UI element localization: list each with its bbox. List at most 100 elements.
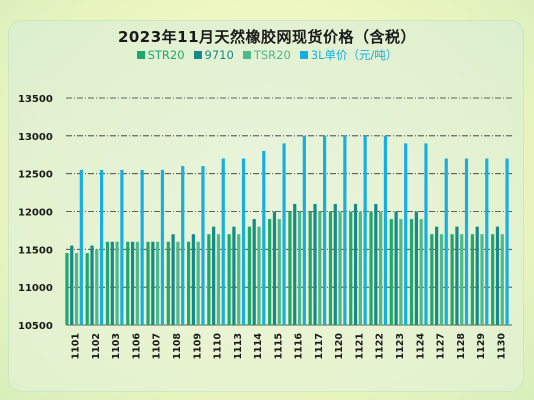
bar bbox=[414, 211, 418, 325]
bar bbox=[171, 234, 175, 325]
legend-swatch-tsr20 bbox=[242, 51, 251, 59]
bar bbox=[181, 166, 185, 325]
bar bbox=[70, 245, 74, 325]
bar bbox=[227, 234, 231, 325]
bar bbox=[500, 234, 504, 325]
bar bbox=[196, 241, 200, 325]
x-tick-label: 1124 bbox=[415, 333, 426, 360]
bar bbox=[435, 226, 439, 325]
legend-swatch-str20 bbox=[136, 51, 145, 59]
bar bbox=[318, 211, 322, 325]
bar bbox=[485, 158, 489, 325]
bar bbox=[358, 211, 362, 325]
bar bbox=[272, 211, 277, 325]
y-tick-label: 12500 bbox=[18, 170, 53, 181]
bar bbox=[201, 166, 205, 325]
bar bbox=[293, 203, 297, 325]
bar bbox=[439, 234, 444, 325]
bar bbox=[369, 211, 373, 325]
x-tick-label: 1115 bbox=[273, 333, 284, 359]
bar bbox=[257, 226, 261, 325]
bar bbox=[160, 169, 165, 325]
chart-panel bbox=[8, 20, 524, 392]
bar bbox=[176, 241, 180, 325]
bar bbox=[221, 158, 225, 325]
bar bbox=[363, 135, 367, 325]
bar bbox=[374, 203, 378, 325]
legend-item-tsr20: TSR20 bbox=[242, 47, 291, 63]
bar bbox=[470, 234, 474, 325]
x-tick-label: 1127 bbox=[436, 333, 447, 359]
bar bbox=[455, 226, 459, 325]
bar bbox=[475, 226, 479, 325]
x-tick-label: 1103 bbox=[111, 333, 122, 359]
bar bbox=[308, 211, 312, 325]
x-tick-label: 1123 bbox=[395, 333, 406, 359]
bar bbox=[126, 241, 130, 325]
bar bbox=[313, 203, 317, 325]
y-tick-label: 13500 bbox=[18, 94, 53, 105]
legend-item-3l: 3L单价（元/吨） bbox=[299, 47, 397, 63]
y-tick-label: 11500 bbox=[18, 245, 53, 256]
x-tick-label: 1113 bbox=[233, 333, 244, 359]
legend-item-9710: 9710 bbox=[193, 47, 234, 63]
bar bbox=[252, 219, 256, 325]
bar bbox=[216, 234, 221, 325]
bar bbox=[349, 211, 353, 325]
bar bbox=[444, 158, 448, 325]
legend-swatch-3l bbox=[299, 51, 308, 59]
x-tick-label: 1107 bbox=[152, 333, 163, 359]
bar bbox=[130, 241, 135, 325]
bar bbox=[268, 219, 272, 325]
x-tick-label: 1108 bbox=[172, 333, 183, 360]
bar bbox=[328, 211, 333, 325]
bar bbox=[100, 169, 104, 325]
bar bbox=[383, 135, 388, 325]
bar bbox=[120, 169, 124, 325]
bar bbox=[399, 219, 403, 325]
bar bbox=[166, 241, 170, 325]
bar bbox=[409, 219, 414, 325]
bar bbox=[277, 219, 281, 325]
x-tick-label: 1102 bbox=[91, 333, 102, 359]
bar bbox=[343, 135, 347, 325]
x-tick-label: 1116 bbox=[294, 333, 305, 360]
y-tick-label: 11000 bbox=[18, 283, 53, 294]
x-tick-label: 1122 bbox=[375, 333, 386, 359]
x-tick-label: 1117 bbox=[314, 333, 325, 359]
bar bbox=[232, 226, 236, 325]
y-tick-label: 13000 bbox=[18, 132, 53, 143]
x-tick-label: 1130 bbox=[496, 333, 507, 360]
x-tick-label: 1109 bbox=[192, 333, 203, 359]
bar bbox=[491, 234, 495, 325]
bar bbox=[394, 211, 398, 325]
bar bbox=[90, 245, 94, 325]
bar bbox=[146, 241, 150, 325]
bar bbox=[288, 211, 292, 325]
bar bbox=[450, 234, 454, 325]
bar bbox=[115, 241, 119, 325]
bar bbox=[191, 234, 195, 325]
bar bbox=[186, 241, 191, 325]
bar bbox=[105, 241, 110, 325]
legend-item-str20: STR20 bbox=[136, 47, 185, 63]
legend-swatch-9710 bbox=[193, 51, 202, 59]
x-tick-label: 1110 bbox=[213, 333, 224, 360]
bar bbox=[74, 253, 79, 325]
x-tick-label: 1114 bbox=[253, 333, 264, 360]
bar bbox=[207, 234, 211, 325]
chart-title: 2023年11月天然橡胶网现货价格（含税） bbox=[117, 28, 417, 46]
chart-legend: STR20 9710 TSR20 3L单价（元/吨） bbox=[0, 47, 534, 63]
x-tick-label: 1129 bbox=[476, 333, 487, 359]
bar bbox=[297, 211, 302, 325]
bar bbox=[247, 226, 251, 325]
bar bbox=[379, 211, 383, 325]
bar bbox=[460, 234, 464, 325]
bar bbox=[135, 241, 139, 325]
bar bbox=[140, 169, 144, 325]
bar bbox=[262, 150, 266, 325]
bar bbox=[95, 249, 99, 325]
bar bbox=[333, 203, 337, 325]
bar bbox=[241, 158, 246, 325]
